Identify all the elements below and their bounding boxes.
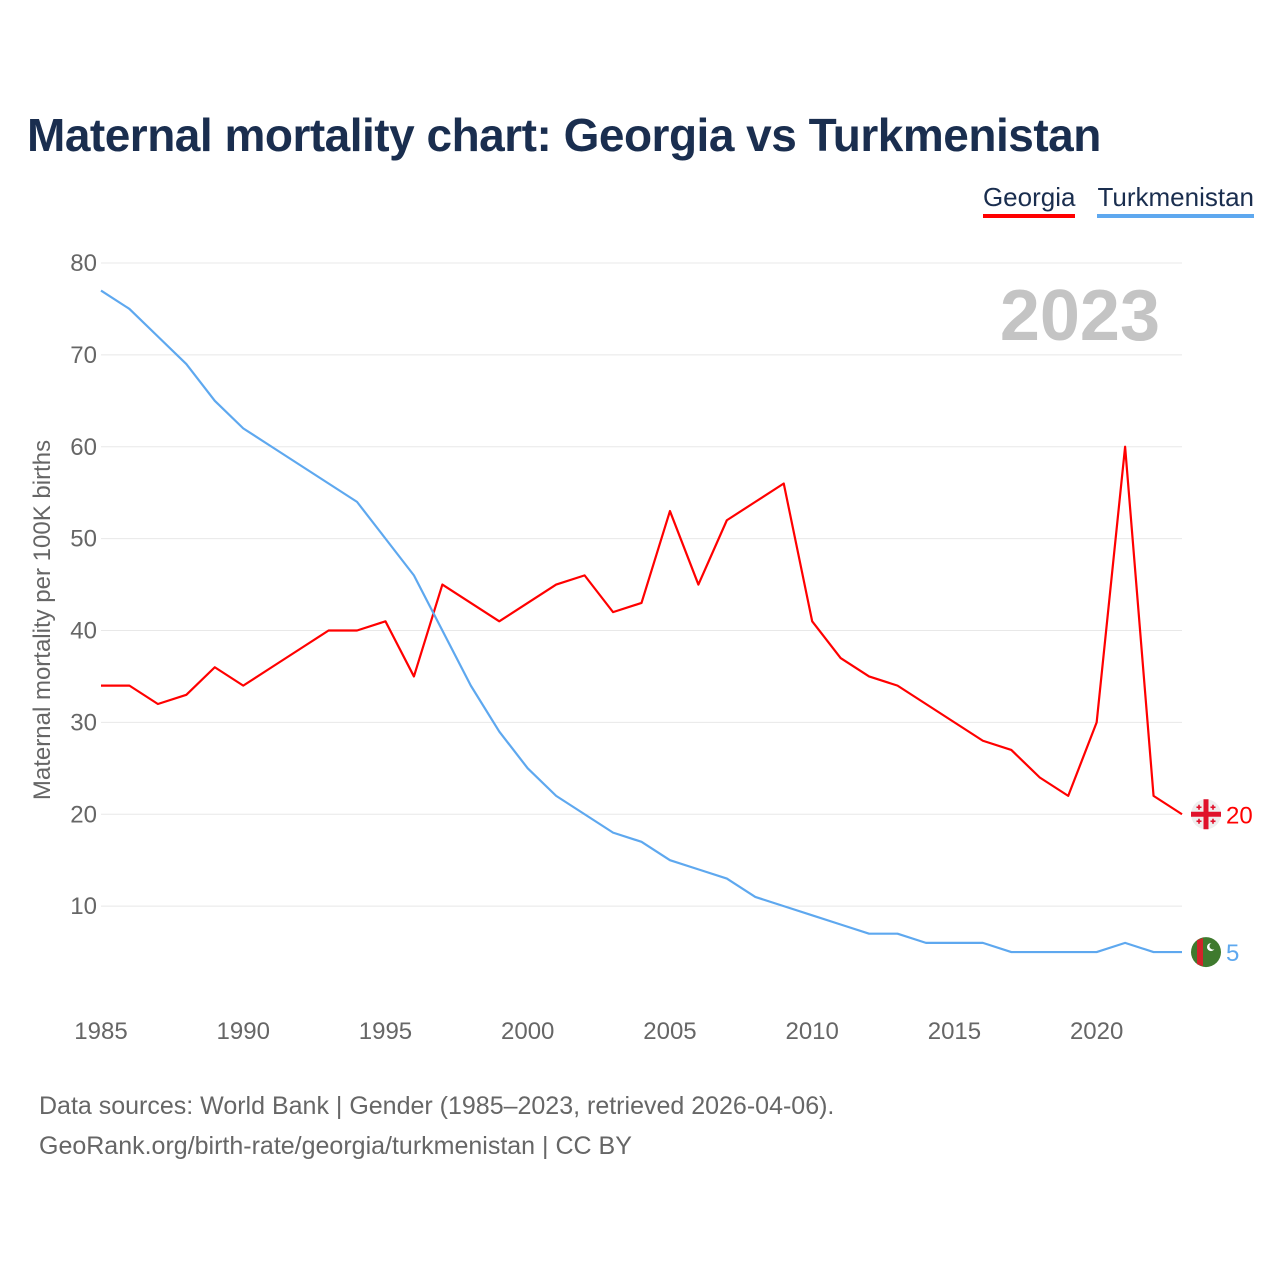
- x-tick-label: 1985: [74, 1018, 127, 1045]
- x-tick-label: 2010: [785, 1018, 838, 1045]
- end-value-label: 20: [1226, 802, 1253, 829]
- y-tick-label: 10: [70, 893, 97, 920]
- footer-link[interactable]: GeoRank.org/birth-rate/georgia/turkmenis…: [39, 1132, 632, 1160]
- flag-small-cross: [1212, 818, 1214, 824]
- x-tick-label: 2000: [501, 1018, 554, 1045]
- y-tick-label: 20: [70, 801, 97, 828]
- georgia-flag-icon: [1191, 799, 1221, 830]
- year-watermark: 2023: [1000, 276, 1160, 356]
- y-tick-label: 50: [70, 526, 97, 553]
- y-axis-label: Maternal mortality per 100K births: [29, 440, 56, 800]
- y-tick-label: 30: [70, 709, 97, 736]
- y-tick-label: 80: [70, 250, 97, 277]
- flag-small-cross: [1212, 804, 1214, 810]
- flag-small-cross: [1198, 804, 1200, 810]
- y-tick-label: 60: [70, 434, 97, 461]
- x-tick-label: 1995: [359, 1018, 412, 1045]
- flag-stripe: [1197, 938, 1203, 967]
- y-tick-label: 40: [70, 618, 97, 645]
- legend-georgia[interactable]: Georgia: [982, 182, 1076, 218]
- footer-sources: Data sources: World Bank | Gender (1985–…: [39, 1092, 835, 1120]
- flag-small-cross: [1198, 818, 1200, 824]
- footer: Data sources: World Bank | Gender (1985–…: [39, 1086, 834, 1166]
- flag-cross-h: [1191, 811, 1221, 817]
- flag-bg: [1191, 937, 1221, 968]
- x-tick-label: 1990: [217, 1018, 270, 1045]
- x-tick-label: 2005: [643, 1018, 696, 1045]
- x-tick-label: 2015: [928, 1018, 981, 1045]
- chart-title: Maternal mortality chart: Georgia vs Tur…: [27, 109, 1101, 161]
- x-tick-label: 2020: [1070, 1018, 1123, 1045]
- flag-crescent-cut: [1209, 942, 1217, 950]
- turkmenistan-flag-icon: [1191, 937, 1221, 968]
- series-line-georgia: [101, 445, 1183, 816]
- legend-turkmenistan[interactable]: Turkmenistan: [1097, 182, 1254, 218]
- end-value-label: 5: [1226, 940, 1239, 967]
- y-tick-label: 70: [70, 342, 97, 369]
- series-line-turkmenistan: [100, 289, 1182, 954]
- legend: Georgia Turkmenistan: [982, 182, 1254, 218]
